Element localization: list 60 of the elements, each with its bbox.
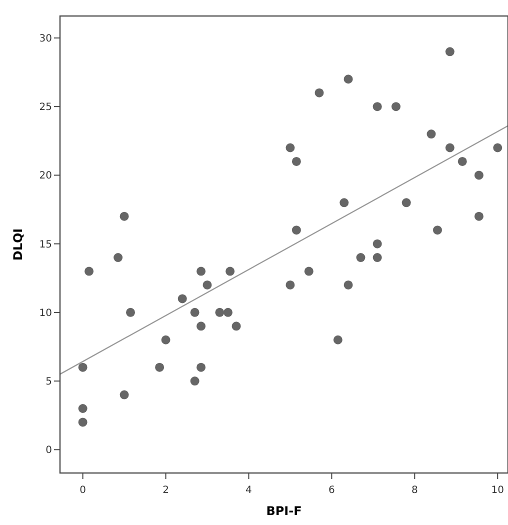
point (286, 143, 295, 152)
point (493, 143, 502, 152)
y-axis-title: DLQI (11, 228, 25, 261)
point (474, 170, 484, 180)
point (84, 266, 94, 276)
point (372, 102, 382, 112)
point (432, 226, 442, 235)
x-tick-label: 8 (411, 485, 418, 496)
y-tick-label: 30 (39, 33, 52, 44)
point (224, 308, 232, 317)
x-tick-label: 6 (328, 485, 335, 496)
point (356, 253, 366, 262)
y-tick-label: 5 (46, 376, 52, 388)
point (155, 362, 164, 372)
point (78, 362, 88, 372)
point (458, 156, 467, 166)
point (372, 239, 382, 248)
point (120, 212, 129, 221)
point (78, 418, 88, 427)
point (190, 308, 200, 317)
point (161, 335, 170, 344)
y-tick-label: 10 (39, 308, 52, 319)
x-tick-label: 2 (162, 485, 169, 496)
point (120, 390, 129, 400)
point (232, 322, 241, 331)
point (344, 74, 353, 84)
point (178, 294, 187, 304)
point (292, 156, 301, 166)
x-tick-label: 10 (491, 485, 504, 496)
point (78, 404, 88, 413)
point (402, 198, 411, 208)
point (202, 280, 212, 290)
point (190, 376, 200, 386)
point (392, 102, 400, 112)
y-tick-label: 25 (39, 102, 52, 114)
point (196, 322, 206, 331)
point (226, 266, 235, 276)
point (215, 308, 224, 317)
x-tick-label: 0 (80, 485, 86, 496)
point (292, 226, 301, 235)
point (286, 280, 295, 290)
y-tick-label: 15 (39, 239, 52, 250)
point (126, 308, 136, 317)
point (372, 253, 382, 262)
point (304, 266, 314, 276)
point (474, 212, 484, 221)
y-tick-label: 0 (46, 445, 52, 456)
point (445, 143, 454, 152)
point (333, 335, 342, 344)
x-tick-label: 4 (246, 485, 252, 496)
point (426, 130, 436, 139)
point (114, 253, 123, 262)
y-tick-label: 20 (39, 170, 52, 182)
point (314, 88, 324, 98)
point (196, 362, 206, 372)
point (340, 198, 349, 208)
point (344, 280, 353, 290)
point (196, 266, 206, 276)
x-axis-title: BPI-F (266, 504, 302, 518)
point (445, 47, 454, 56)
